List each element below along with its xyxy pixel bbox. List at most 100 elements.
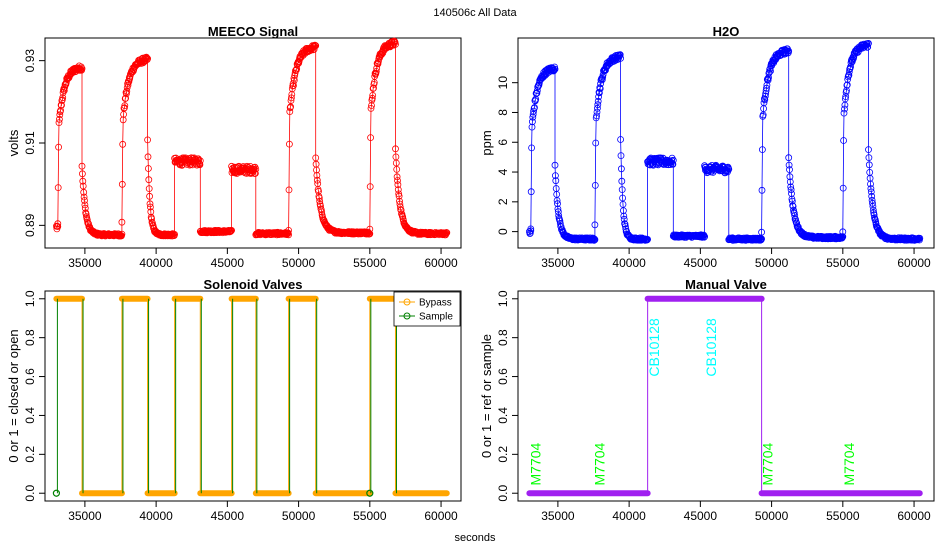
- meeco-data-point: [367, 105, 375, 112]
- h2o-data-point: [843, 81, 851, 89]
- h2o-series-line: [529, 42, 921, 242]
- meeco-data-point: [80, 193, 88, 201]
- meeco-data-point: [366, 230, 374, 238]
- meeco-data-point: [144, 153, 152, 161]
- meeco-data-point: [144, 165, 152, 172]
- h2o-data-point: [618, 165, 625, 173]
- h2o-data-point: [869, 199, 876, 207]
- manual-y-tick-label: 0.8: [496, 329, 510, 346]
- h2o-data-point: [869, 202, 877, 210]
- meeco-data-point: [394, 177, 401, 184]
- meeco-data-point: [252, 165, 260, 173]
- solenoid-y-tick-label: 0.4: [23, 407, 37, 424]
- meeco-data-point: [394, 186, 402, 194]
- manual-annotation: M7704: [760, 442, 776, 485]
- h2o-data-point: [621, 220, 629, 228]
- meeco-data-point: [395, 190, 403, 198]
- meeco-data-point: [392, 41, 399, 48]
- h2o-data-point: [528, 144, 535, 152]
- h2o-data-point: [592, 139, 600, 147]
- manual-y-tick-label: 0.2: [496, 446, 510, 463]
- meeco-data-point: [392, 145, 399, 153]
- meeco-data-point: [313, 176, 321, 184]
- h2o-data-point: [767, 67, 774, 75]
- meeco-data-point: [366, 183, 374, 191]
- meeco-data-point: [395, 192, 403, 200]
- meeco-y-tick-label: 0.91: [23, 131, 37, 155]
- meeco-data-point: [118, 230, 126, 238]
- h2o-data-point: [867, 185, 875, 193]
- h2o-data-point: [594, 104, 601, 112]
- meeco-data-point: [147, 208, 155, 216]
- h2o-data-point: [616, 51, 624, 58]
- meeco-data-point: [124, 81, 132, 89]
- h2o-data-point: [552, 172, 559, 180]
- meeco-x-tick-label: 35000: [68, 256, 102, 270]
- h2o-data-point: [617, 54, 624, 62]
- meeco-data-point: [77, 66, 85, 74]
- h2o-data-point: [527, 225, 535, 233]
- h2o-data-point: [868, 192, 876, 200]
- meeco-data-point: [79, 170, 86, 178]
- panel-meeco-signal: MEECO Signal volts 35000 40000 45000 50000 5…: [6, 24, 462, 270]
- h2o-data-point: [669, 160, 677, 168]
- meeco-data-point: [125, 78, 133, 85]
- manual-annotation: CB10128: [646, 318, 662, 377]
- h2o-x-tick-label: 35000: [541, 256, 575, 270]
- meeco-x-tick-label: 50000: [282, 256, 316, 270]
- h2o-data-point: [591, 221, 599, 229]
- solenoid-legend-marker: [403, 298, 411, 306]
- h2o-data-point: [864, 43, 872, 51]
- h2o-x-tick-label: 60000: [897, 256, 931, 270]
- h2o-x-tick-label: 55000: [826, 256, 860, 270]
- meeco-data-point: [368, 94, 376, 102]
- manual-ylabel: 0 or 1 = ref or sample: [479, 334, 494, 458]
- meeco-data-point: [372, 68, 380, 75]
- h2o-data-point: [869, 206, 877, 214]
- h2o-data-point: [620, 212, 628, 220]
- h2o-data-point: [790, 206, 797, 214]
- meeco-data-point: [171, 230, 179, 238]
- h2o-data-point: [758, 186, 766, 194]
- h2o-data-point: [591, 181, 599, 189]
- h2o-data-point: [552, 177, 560, 185]
- panel-manual-valve: Manual Valve 0 or 1 = ref or sample 3500…: [479, 277, 935, 523]
- meeco-data-point: [54, 184, 62, 192]
- h2o-ylabel: ppm: [479, 130, 494, 155]
- h2o-data-point: [867, 188, 875, 196]
- meeco-data-point: [443, 229, 451, 237]
- h2o-data-point: [865, 154, 873, 162]
- h2o-data-point: [596, 89, 603, 97]
- meeco-data-point: [394, 181, 402, 189]
- h2o-data-point: [872, 220, 880, 228]
- h2o-data-point: [556, 219, 564, 227]
- h2o-data-point: [761, 92, 769, 100]
- h2o-data-point: [841, 105, 848, 113]
- meeco-x-tick-label: 55000: [353, 256, 387, 270]
- h2o-y-tick-label: 6: [496, 139, 510, 146]
- meeco-data-point: [81, 201, 89, 209]
- meeco-data-point: [56, 115, 63, 123]
- meeco-data-point: [286, 108, 294, 115]
- h2o-data-point: [865, 161, 873, 169]
- meeco-data-point: [296, 55, 303, 63]
- h2o-data-point: [554, 205, 562, 213]
- meeco-data-point: [285, 186, 293, 194]
- manual-plot-frame: [517, 290, 935, 502]
- meeco-data-point: [83, 216, 91, 224]
- h2o-data-point: [785, 154, 793, 162]
- meeco-data-point: [285, 231, 293, 239]
- meeco-title: MEECO Signal: [208, 24, 298, 39]
- meeco-data-point: [287, 94, 295, 102]
- h2o-data-point: [528, 123, 536, 131]
- solenoid-legend-label: Sample: [419, 312, 453, 323]
- meeco-data-point: [393, 165, 401, 173]
- h2o-data-point: [764, 76, 772, 84]
- h2o-data-point: [618, 186, 626, 194]
- h2o-x-tick-label: 45000: [684, 256, 718, 270]
- h2o-data-point: [794, 223, 802, 231]
- solenoid-x-tick-label: 45000: [211, 509, 245, 523]
- solenoid-legend: [393, 291, 461, 327]
- h2o-data-point: [762, 90, 770, 97]
- meeco-data-point: [145, 176, 153, 184]
